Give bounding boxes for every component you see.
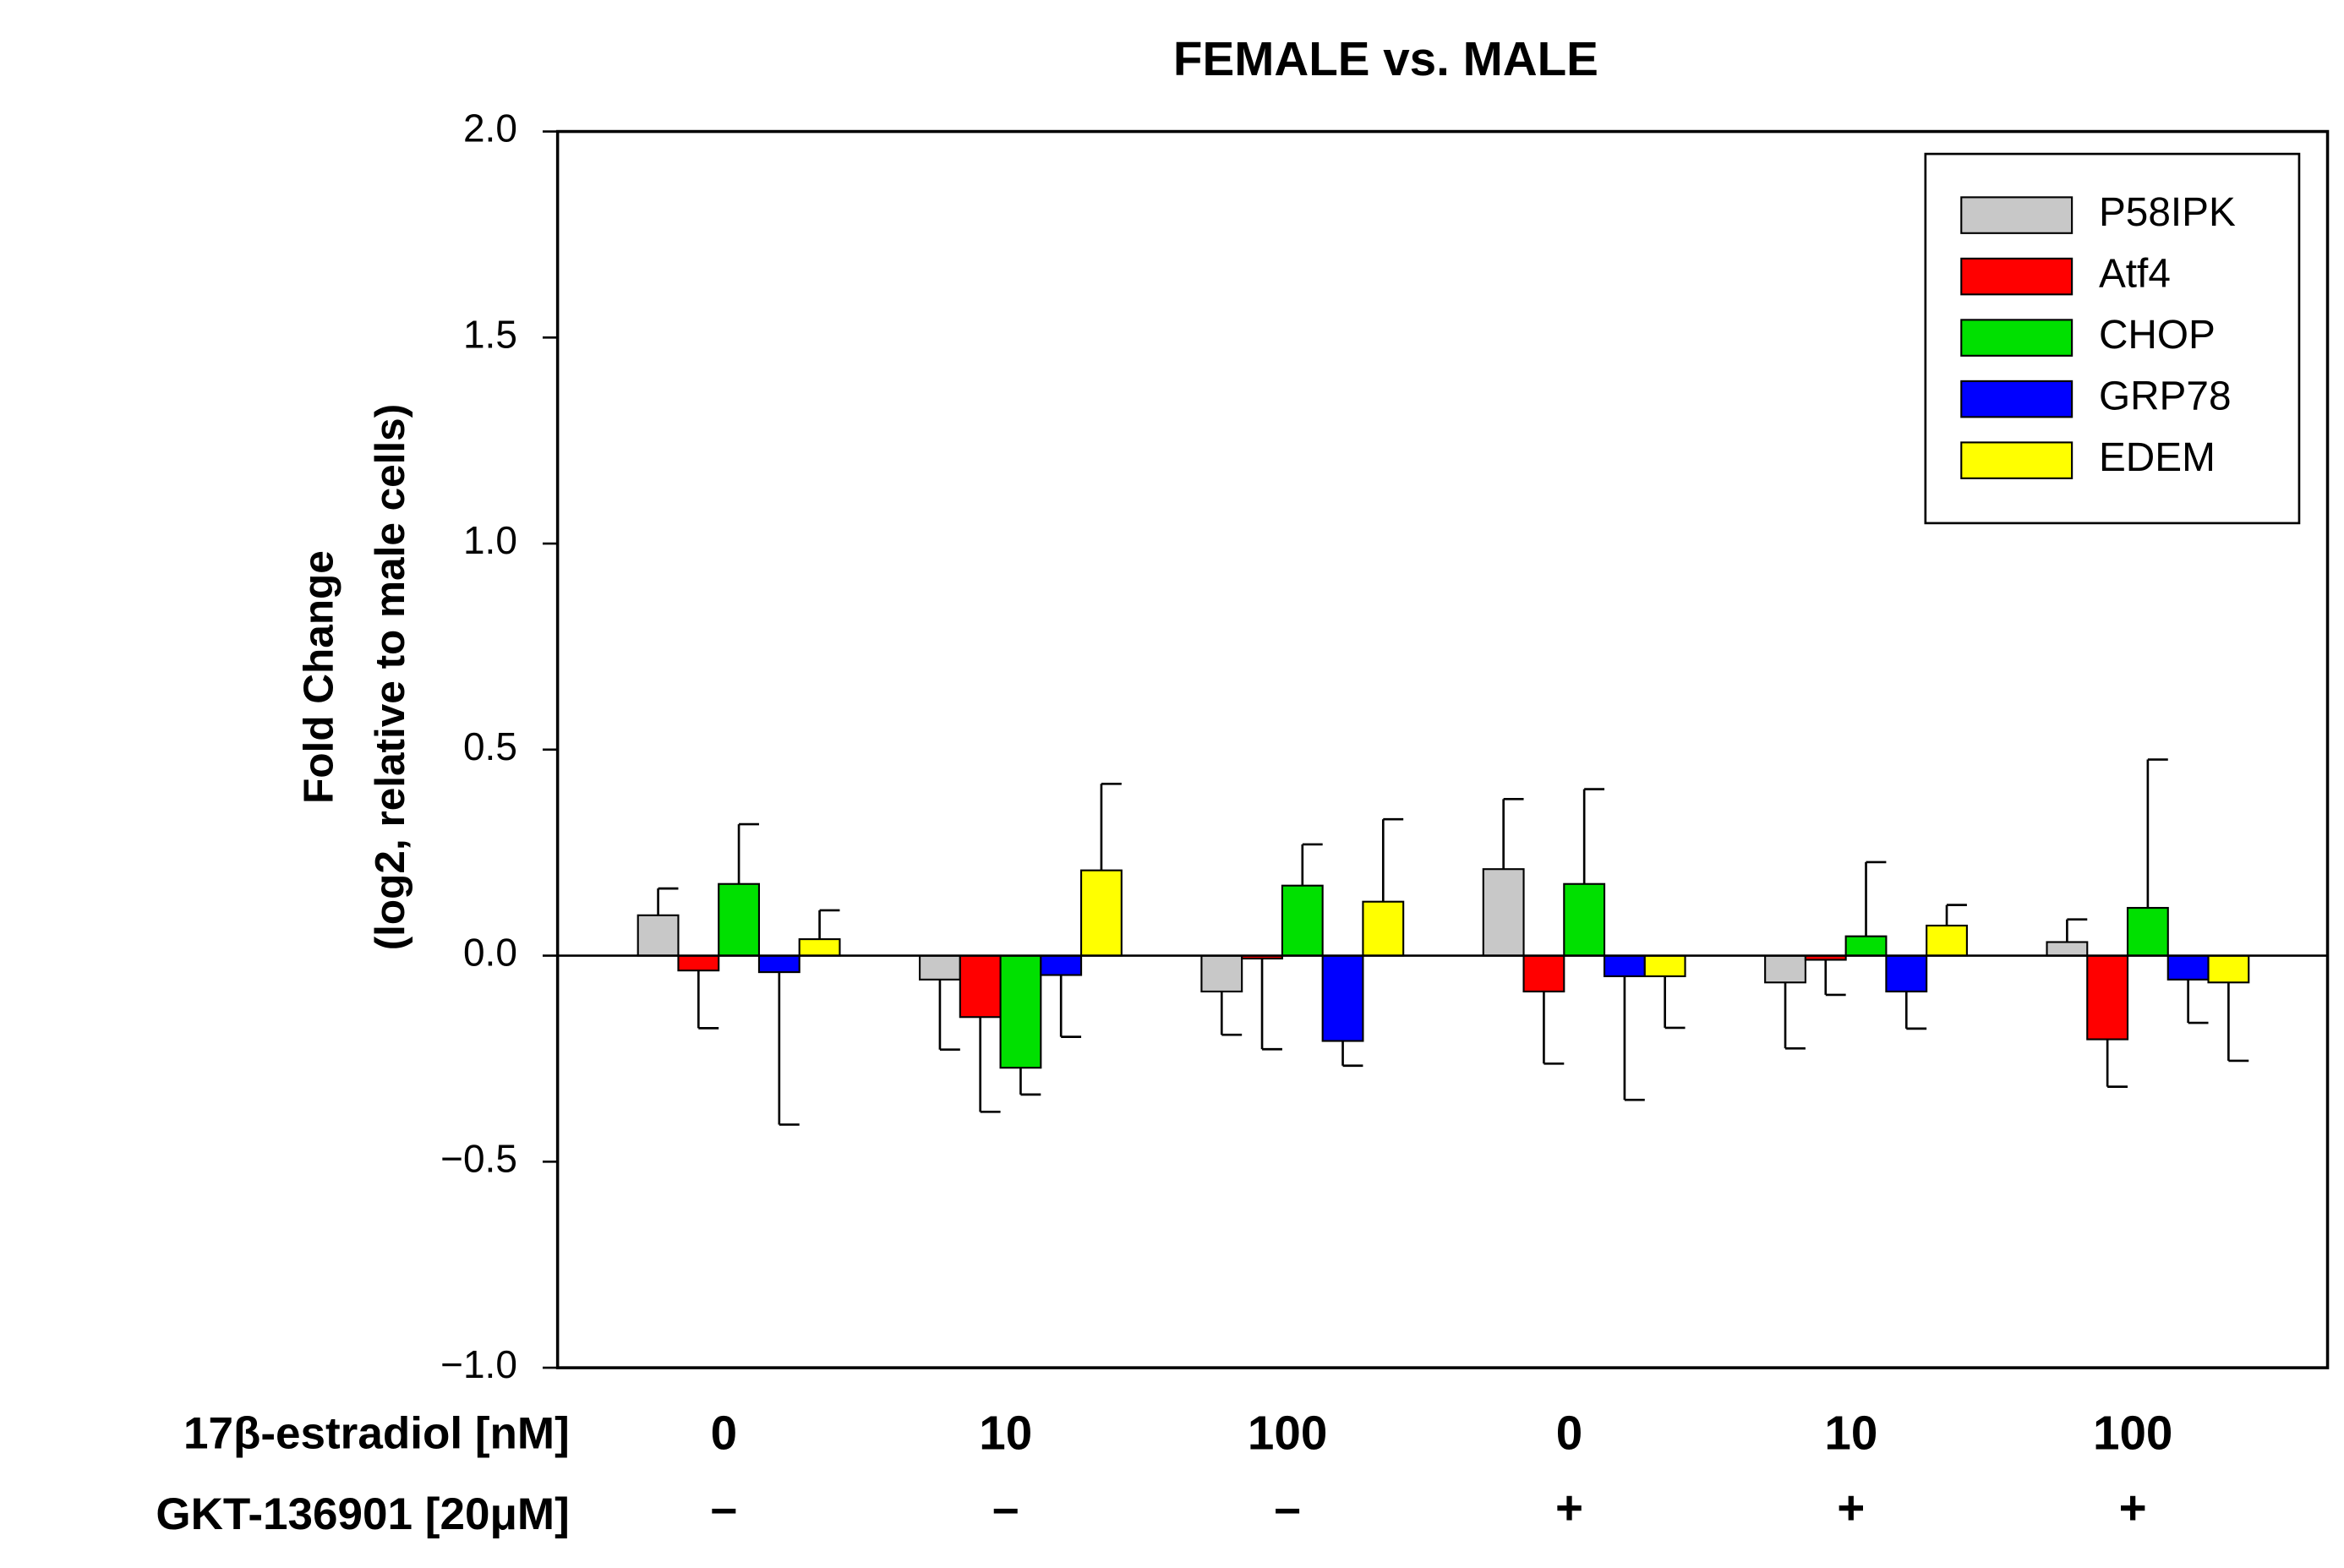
x-tick-label: 0 bbox=[711, 1406, 737, 1459]
y-tick-label: 0.0 bbox=[463, 931, 517, 975]
bar bbox=[959, 954, 1002, 1019]
x-tick-label: 0 bbox=[1556, 1406, 1582, 1459]
y-tick-label: 0.5 bbox=[463, 724, 517, 768]
legend-swatch bbox=[1960, 196, 2074, 234]
legend-swatch bbox=[1960, 441, 2074, 479]
bar bbox=[1040, 954, 1083, 976]
bar bbox=[1844, 935, 1888, 957]
bar bbox=[718, 882, 761, 957]
y-axis-label: Fold Change bbox=[295, 550, 341, 804]
bar bbox=[1643, 954, 1686, 978]
y-tick-label: 1.5 bbox=[463, 312, 517, 356]
bar bbox=[1362, 900, 1405, 957]
x-tick-label: + bbox=[2119, 1481, 2147, 1534]
bar bbox=[2166, 954, 2210, 981]
legend-label: Atf4 bbox=[2099, 252, 2171, 297]
bar bbox=[2207, 954, 2250, 984]
bar bbox=[1080, 869, 1123, 957]
bar bbox=[1926, 924, 1968, 957]
bar bbox=[999, 954, 1042, 1069]
bar bbox=[1764, 954, 1806, 984]
row-label: 17β-estradiol [nM] bbox=[183, 1408, 570, 1458]
legend-swatch bbox=[1960, 319, 2074, 357]
bar bbox=[1321, 954, 1364, 1042]
x-tick-label: – bbox=[1274, 1481, 1300, 1534]
row-label: GKT-136901 [20μM] bbox=[156, 1489, 569, 1539]
plot-frame bbox=[555, 129, 2330, 1369]
bar bbox=[677, 954, 720, 972]
y-tick-label: 1.0 bbox=[463, 518, 517, 562]
x-tick-label: + bbox=[1555, 1481, 1583, 1534]
bar bbox=[637, 914, 680, 957]
chart-title: FEMALE vs. MALE bbox=[1173, 32, 1598, 85]
y-tick-label: −0.5 bbox=[440, 1136, 517, 1180]
bar bbox=[1885, 954, 1928, 993]
y-tick-label: 2.0 bbox=[463, 107, 517, 150]
legend-label: GRP78 bbox=[2099, 374, 2232, 419]
legend-swatch bbox=[1960, 380, 2074, 418]
y-axis-label: (log2, relative to male cells) bbox=[367, 404, 413, 951]
bar bbox=[1281, 884, 1324, 957]
y-tick-label: −1.0 bbox=[440, 1342, 517, 1386]
x-tick-label: 10 bbox=[1824, 1406, 1877, 1459]
bar bbox=[2126, 906, 2169, 957]
x-tick-label: – bbox=[992, 1481, 1019, 1534]
legend-label: P58IPK bbox=[2099, 190, 2236, 235]
bar bbox=[1563, 882, 1606, 957]
bar bbox=[1603, 954, 1646, 978]
x-tick-label: – bbox=[711, 1481, 737, 1534]
bar bbox=[2046, 941, 2089, 957]
bar bbox=[919, 954, 961, 981]
legend-label: CHOP bbox=[2099, 313, 2216, 358]
bar bbox=[1200, 954, 1243, 993]
legend-label: EDEM bbox=[2099, 435, 2216, 480]
bar bbox=[2086, 954, 2129, 1041]
bar bbox=[757, 954, 800, 974]
bar bbox=[798, 938, 841, 957]
legend-swatch bbox=[1960, 257, 2074, 296]
bar bbox=[1482, 868, 1525, 957]
bar bbox=[1522, 954, 1565, 993]
x-tick-label: 10 bbox=[979, 1406, 1032, 1459]
x-tick-label: + bbox=[1837, 1481, 1865, 1534]
x-tick-label: 100 bbox=[1248, 1406, 1327, 1459]
x-tick-label: 100 bbox=[2093, 1406, 2172, 1459]
